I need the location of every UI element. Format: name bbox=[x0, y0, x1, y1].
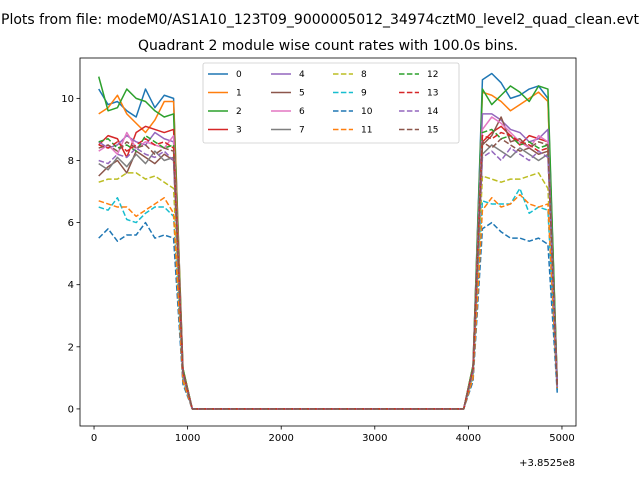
legend-label-7: 7 bbox=[299, 126, 305, 136]
figure-suptitle: Plots from file: modeM0/AS1A10_123T09_90… bbox=[1, 12, 639, 28]
series-line-8 bbox=[98, 172, 559, 410]
x-tick-label: 0 bbox=[91, 433, 97, 444]
legend-label-11: 11 bbox=[361, 126, 372, 136]
legend-label-5: 5 bbox=[299, 89, 305, 99]
legend-label-10: 10 bbox=[361, 107, 373, 117]
y-tick-label: 2 bbox=[68, 342, 74, 353]
y-tick-label: 0 bbox=[68, 404, 74, 415]
y-tick-label: 4 bbox=[68, 280, 74, 291]
y-tick-label: 6 bbox=[68, 218, 74, 229]
legend-label-14: 14 bbox=[427, 107, 439, 117]
x-tick-label: 4000 bbox=[456, 433, 481, 444]
series-line-14 bbox=[98, 147, 559, 410]
series-line-9 bbox=[98, 187, 559, 410]
legend-label-3: 3 bbox=[236, 126, 242, 136]
legend-label-0: 0 bbox=[236, 70, 242, 80]
series-line-15 bbox=[98, 137, 559, 410]
series-line-12 bbox=[98, 128, 559, 410]
legend-label-12: 12 bbox=[427, 70, 438, 80]
series-line-10 bbox=[98, 221, 559, 410]
y-tick-label: 10 bbox=[61, 94, 74, 105]
legend-label-2: 2 bbox=[236, 107, 242, 117]
legend-box bbox=[202, 62, 460, 144]
series-line-5 bbox=[98, 116, 559, 410]
x-tick-label: 2000 bbox=[268, 433, 293, 444]
legend-label-15: 15 bbox=[427, 126, 438, 136]
legend-label-6: 6 bbox=[299, 107, 305, 117]
series-line-4 bbox=[98, 113, 559, 410]
series-line-11 bbox=[98, 193, 559, 410]
chart-title: Quadrant 2 module wise count rates with … bbox=[138, 38, 518, 54]
x-tick-label: 1000 bbox=[175, 433, 200, 444]
series-line-13 bbox=[98, 131, 559, 410]
legend-label-9: 9 bbox=[361, 89, 367, 99]
plot-area bbox=[97, 72, 559, 410]
legend-label-13: 13 bbox=[427, 89, 438, 99]
axes-frame bbox=[79, 57, 577, 427]
y-tick-label: 8 bbox=[68, 156, 74, 167]
legend-label-8: 8 bbox=[361, 70, 367, 80]
x-tick-label: 3000 bbox=[362, 433, 387, 444]
series-line-6 bbox=[98, 116, 559, 410]
x-tick-label: 5000 bbox=[549, 433, 574, 444]
legend-label-4: 4 bbox=[299, 70, 305, 80]
x-offset-label: +3.8525e8 bbox=[519, 458, 575, 469]
series-line-3 bbox=[98, 125, 559, 410]
legend-label-1: 1 bbox=[236, 89, 242, 99]
